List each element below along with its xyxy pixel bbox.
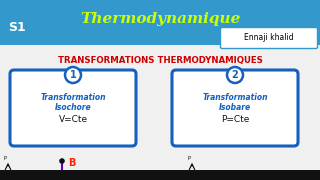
Circle shape bbox=[227, 67, 243, 83]
Text: TRANSFORMATIONS THERMODYNAMIQUES: TRANSFORMATIONS THERMODYNAMIQUES bbox=[58, 57, 262, 66]
Text: P=Cte: P=Cte bbox=[221, 116, 249, 125]
Bar bbox=[0, 0, 320, 45]
Text: Transformation: Transformation bbox=[40, 93, 106, 102]
Text: B: B bbox=[68, 158, 76, 168]
Text: V=Cte: V=Cte bbox=[59, 116, 88, 125]
FancyBboxPatch shape bbox=[220, 28, 317, 48]
Text: Ennaji khalid: Ennaji khalid bbox=[244, 33, 294, 42]
Text: Transformation: Transformation bbox=[202, 93, 268, 102]
Text: Isochore: Isochore bbox=[55, 102, 91, 111]
Circle shape bbox=[59, 158, 65, 164]
Text: Thermodynamique: Thermodynamique bbox=[80, 12, 240, 26]
Text: 1: 1 bbox=[70, 70, 76, 80]
Text: S1: S1 bbox=[8, 21, 26, 34]
Text: Isobare: Isobare bbox=[219, 102, 251, 111]
Bar bbox=[0, 45, 320, 170]
Circle shape bbox=[65, 67, 81, 83]
Text: P: P bbox=[188, 156, 190, 161]
FancyBboxPatch shape bbox=[172, 70, 298, 146]
Text: P: P bbox=[4, 156, 6, 161]
FancyBboxPatch shape bbox=[10, 70, 136, 146]
Text: 2: 2 bbox=[232, 70, 238, 80]
Bar bbox=[0, 170, 320, 180]
